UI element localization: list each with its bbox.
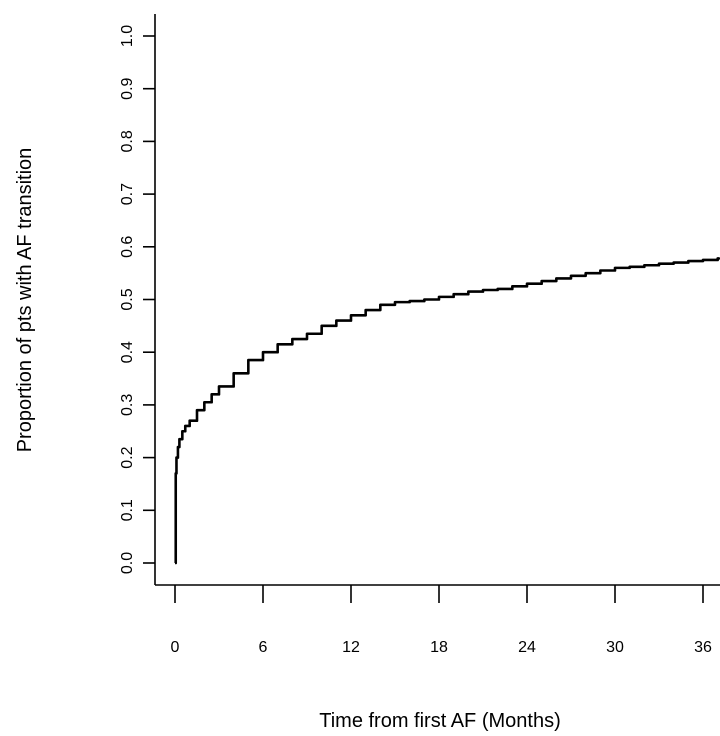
y-tick-label: 0.1 [119, 499, 136, 521]
y-tick-label: 0.0 [119, 552, 136, 574]
cumulative-incidence-curve [174, 257, 720, 565]
x-ticks: 0 6 12 18 24 30 36 [171, 585, 712, 656]
y-tick-label: 0.2 [119, 446, 136, 468]
y-tick-label: 0.5 [119, 288, 136, 310]
y-tick-label: 0.7 [119, 183, 136, 205]
x-tick-label: 30 [606, 639, 624, 656]
y-axis-label: Proportion of pts with AF transition [14, 148, 36, 453]
x-tick-label: 0 [171, 639, 180, 656]
y-tick-label: 1.0 [119, 25, 136, 47]
y-tick-label: 0.9 [119, 77, 136, 99]
x-tick-label: 6 [259, 639, 268, 656]
x-tick-label: 12 [342, 639, 360, 656]
y-tick-label: 0.4 [119, 341, 136, 363]
x-tick-label: 18 [430, 639, 448, 656]
y-ticks: 0.0 0.1 0.2 0.3 0.4 0.5 0.6 0.7 0.8 0.9 1.0 [119, 25, 155, 574]
x-axis-label: Time from first AF (Months) [319, 710, 561, 732]
x-tick-label: 36 [694, 639, 712, 656]
x-tick-label: 24 [518, 639, 536, 656]
y-tick-label: 0.8 [119, 130, 136, 152]
y-tick-label: 0.3 [119, 394, 136, 416]
y-tick-label: 0.6 [119, 236, 136, 258]
